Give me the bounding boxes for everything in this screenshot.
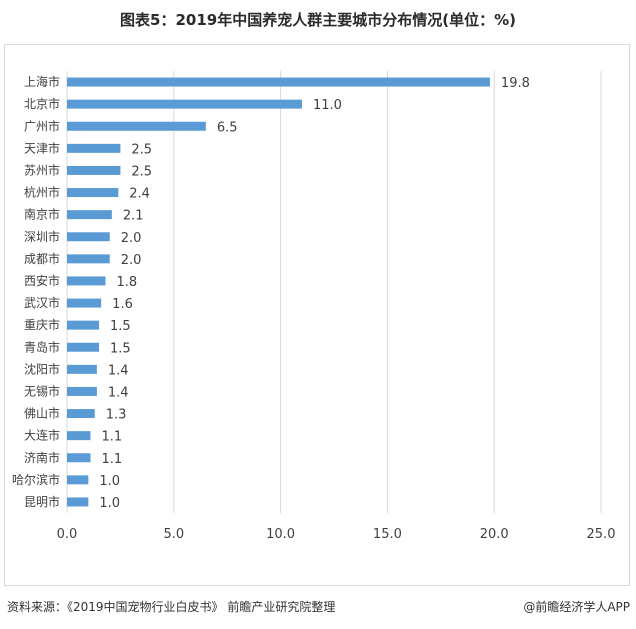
data-label: 2.0 xyxy=(121,231,142,246)
x-tick-label: 15.0 xyxy=(373,527,402,542)
data-label: 1.0 xyxy=(99,496,120,511)
bar xyxy=(67,364,97,374)
bar xyxy=(67,165,121,175)
bar xyxy=(67,99,302,109)
data-label: 2.1 xyxy=(123,209,144,224)
chart-title: 图表5：2019年中国养宠人群主要城市分布情况(单位：%) xyxy=(120,11,516,29)
data-label: 19.8 xyxy=(501,76,530,91)
data-label: 1.1 xyxy=(101,430,122,445)
category-label: 深圳市 xyxy=(24,229,60,244)
category-label: 无锡市 xyxy=(24,383,60,398)
category-label: 哈尔滨市 xyxy=(12,472,60,487)
brand-label: @前瞻经济学人APP xyxy=(523,600,630,614)
category-label: 南京市 xyxy=(24,207,60,222)
bar xyxy=(67,298,102,308)
category-label: 杭州市 xyxy=(24,185,60,200)
category-label: 天津市 xyxy=(24,140,60,155)
bar xyxy=(67,232,110,242)
category-label: 西安市 xyxy=(24,273,60,288)
category-label: 北京市 xyxy=(24,96,60,111)
category-label: 武汉市 xyxy=(24,295,60,310)
bar xyxy=(67,121,206,131)
data-label: 2.5 xyxy=(131,142,152,157)
bar xyxy=(67,276,106,286)
data-label: 2.0 xyxy=(121,253,142,268)
bar xyxy=(67,188,119,198)
category-label: 佛山市 xyxy=(24,406,60,421)
bar xyxy=(67,431,91,441)
category-label: 青岛市 xyxy=(24,339,60,354)
bar xyxy=(67,320,100,330)
data-label: 1.1 xyxy=(101,452,122,467)
chart-area xyxy=(4,44,630,586)
category-label: 重庆市 xyxy=(24,317,60,332)
data-label: 2.4 xyxy=(129,187,150,202)
category-label: 苏州市 xyxy=(24,162,60,177)
data-label: 2.5 xyxy=(131,164,152,179)
x-tick-label: 20.0 xyxy=(480,527,509,542)
data-label: 1.6 xyxy=(112,297,133,312)
category-label: 沈阳市 xyxy=(24,361,60,376)
bar-chart: 0.0 5.0 10.0 15.0 20.0 25.0 上海市 19.8 北京市 11.0 广州市 6… xyxy=(12,71,616,542)
bar xyxy=(67,210,112,220)
category-label: 广州市 xyxy=(24,118,60,133)
category-label: 成都市 xyxy=(24,251,60,266)
data-label: 1.5 xyxy=(110,341,131,356)
category-label: 济南市 xyxy=(24,450,60,465)
bar xyxy=(67,254,110,264)
x-tick-label: 0.0 xyxy=(57,527,78,542)
data-label: 11.0 xyxy=(313,98,342,113)
data-label: 1.0 xyxy=(99,474,120,489)
data-label: 6.5 xyxy=(217,120,238,135)
data-label: 1.8 xyxy=(116,275,137,290)
data-label: 1.4 xyxy=(108,385,129,400)
bar xyxy=(67,497,89,507)
data-label: 1.5 xyxy=(110,319,131,334)
data-label: 1.4 xyxy=(108,363,129,378)
x-tick-label: 5.0 xyxy=(163,527,184,542)
category-label: 昆明市 xyxy=(24,494,60,509)
footer: 资料来源：《2019中国宠物行业白皮书》 前瞻产业研究院整理 @前瞻经济学人AP… xyxy=(0,596,636,618)
bar xyxy=(67,77,490,87)
x-tick-label: 25.0 xyxy=(587,527,616,542)
x-tick-label: 10.0 xyxy=(266,527,295,542)
bar xyxy=(67,475,89,485)
bar xyxy=(67,342,100,352)
source-note: 资料来源：《2019中国宠物行业白皮书》 前瞻产业研究院整理 xyxy=(7,600,336,614)
category-label: 大连市 xyxy=(24,428,60,443)
bar xyxy=(67,386,97,396)
bar xyxy=(67,143,121,153)
bar xyxy=(67,453,91,463)
data-label: 1.3 xyxy=(106,408,127,423)
category-label: 上海市 xyxy=(24,74,60,89)
bar xyxy=(67,409,95,419)
